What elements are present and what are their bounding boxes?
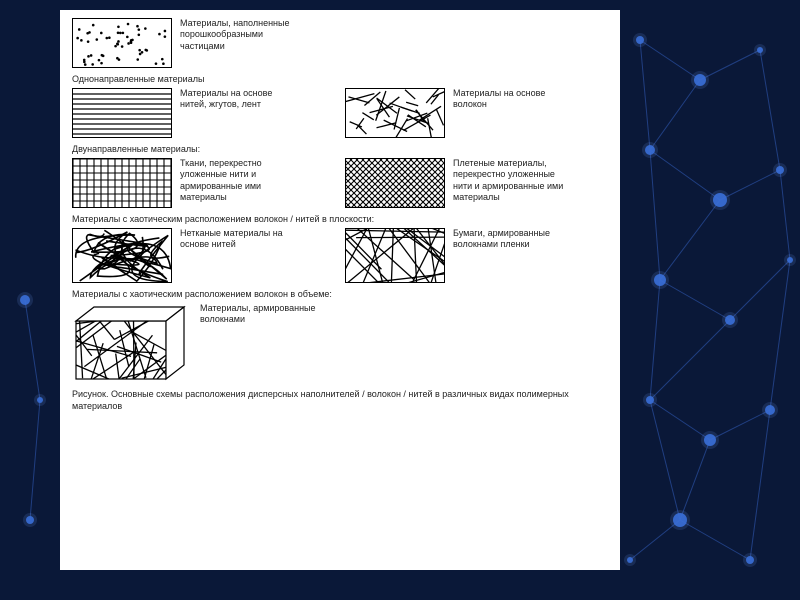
figure-footer: Рисунок. Основные схемы расположения дис… <box>72 389 608 412</box>
row-unidirectional: Материалы на основе нитей, жгутов, лент … <box>72 88 608 138</box>
section-unidirectional: Однонаправленные материалы <box>72 74 608 84</box>
sample-curvy <box>72 228 172 283</box>
sample-hlines <box>72 88 172 138</box>
row-dots: Материалы, наполненные порошкообразными … <box>72 18 608 68</box>
sample-random-long <box>345 228 445 283</box>
slide-panel: Материалы, наполненные порошкообразными … <box>60 10 620 570</box>
sample-weave <box>345 158 445 208</box>
caption-random-long: Бумаги, армированные волокнами пленки <box>453 228 573 251</box>
section-bidirectional: Двунаправленные материалы: <box>72 144 608 154</box>
section-chaotic-volume: Материалы с хаотическим расположением во… <box>72 289 608 299</box>
caption-curvy: Нетканые материалы на основе нитей <box>180 228 300 251</box>
row-chaotic-volume: Материалы, армированные волокнами <box>72 303 608 383</box>
sample-dots <box>72 18 172 68</box>
caption-weave: Плетеные материалы, перекрестно уложенны… <box>453 158 573 203</box>
sample-volume <box>72 303 192 383</box>
caption-grid: Ткани, перекрестно уложенные нити и арми… <box>180 158 300 203</box>
caption-random-short: Материалы на основе волокон <box>453 88 573 111</box>
sample-random-short <box>345 88 445 138</box>
row-chaotic-plane: Нетканые материалы на основе нитей Бумаг… <box>72 228 608 283</box>
row-bidirectional: Ткани, перекрестно уложенные нити и арми… <box>72 158 608 208</box>
caption-hlines: Материалы на основе нитей, жгутов, лент <box>180 88 300 111</box>
caption-dots: Материалы, наполненные порошкообразными … <box>180 18 300 52</box>
caption-volume: Материалы, армированные волокнами <box>200 303 320 326</box>
section-chaotic-plane: Материалы с хаотическим расположением во… <box>72 214 608 224</box>
sample-grid <box>72 158 172 208</box>
